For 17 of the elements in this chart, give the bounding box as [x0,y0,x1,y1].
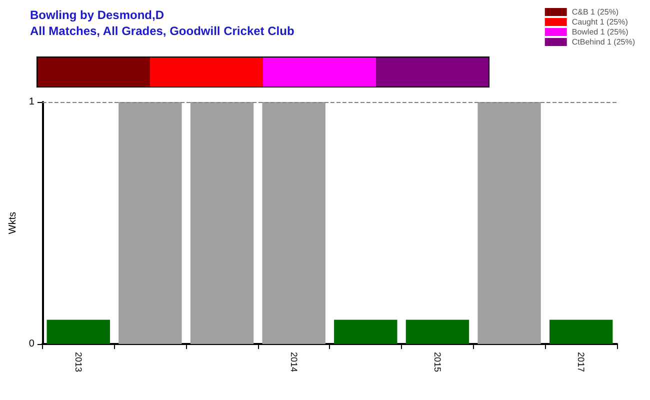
x-tick-label: 2014 [288,352,299,372]
legend-label: C&B 1 (25%) [572,8,619,16]
y-tick-label: 1 [28,96,35,108]
x-tick-label: 2013 [73,352,84,372]
y-axis-title: Wkts [8,212,18,234]
bar [376,57,489,87]
chart-subtitle: All Matches, All Grades, Goodwill Cricket Club [30,24,294,38]
legend-label: CtBehind 1 (25%) [572,38,636,46]
legend-label: Caught 1 (25%) [572,18,628,26]
chart-title: Bowling by Desmond,D [30,8,164,22]
bar [37,57,150,87]
bar [263,57,376,87]
x-tick-label: 2015 [432,352,442,372]
y-tick-label: 0 [28,338,35,350]
x-tick-label: 2017 [576,352,586,372]
legend-label: Bowled 1 (25%) [572,28,629,36]
bar [150,57,263,87]
